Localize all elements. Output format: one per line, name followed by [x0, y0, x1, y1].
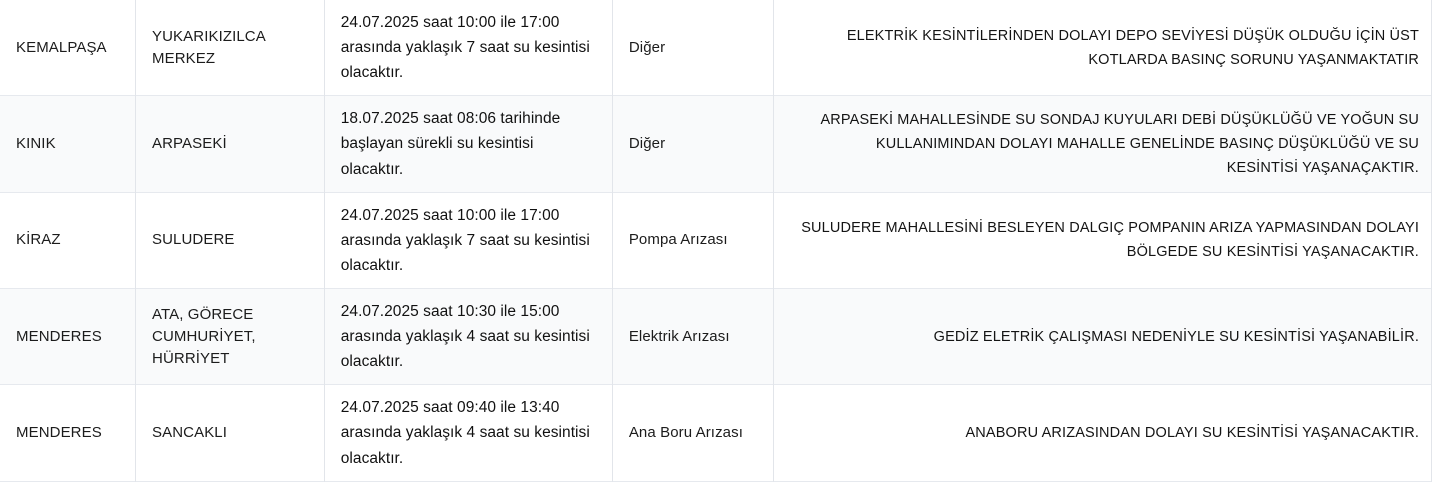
cell-description: ANABORU ARIZASINDAN DOLAYI SU KESİNTİSİ … [773, 384, 1432, 482]
cell-reason: Ana Boru Arızası [612, 384, 775, 482]
cell-reason: Elektrik Arızası [612, 288, 775, 385]
cell-description: ELEKTRİK KESİNTİLERİNDEN DOLAYI DEPO SEV… [773, 0, 1432, 96]
cell-district: KEMALPAŞA [0, 0, 137, 96]
cell-description: GEDİZ ELETRİK ÇALIŞMASI NEDENİYLE SU KES… [773, 288, 1432, 385]
cell-reason: Diğer [612, 95, 775, 193]
cell-neighborhood: SANCAKLI [135, 384, 325, 482]
cell-district: MENDERES [0, 384, 137, 482]
cell-neighborhood: YUKARIKIZILCA MERKEZ [135, 0, 325, 96]
table-row[interactable]: MENDERES SANCAKLI 24.07.2025 saat 09:40 … [0, 384, 1432, 482]
table-row[interactable]: KİRAZ SULUDERE 24.07.2025 saat 10:00 ile… [0, 192, 1432, 289]
cell-description: SULUDERE MAHALLESİNİ BESLEYEN DALGIÇ POM… [773, 192, 1432, 289]
cell-reason: Pompa Arızası [612, 192, 775, 289]
cell-outage-time: 18.07.2025 saat 08:06 tarihinde başlayan… [324, 95, 613, 193]
cell-district: MENDERES [0, 288, 137, 385]
cell-outage-time: 24.07.2025 saat 10:00 ile 17:00 arasında… [324, 192, 613, 289]
cell-reason: Diğer [612, 0, 775, 96]
table-row[interactable]: MENDERES ATA, GÖRECE CUMHURİYET, HÜRRİYE… [0, 288, 1432, 385]
table-row[interactable]: KEMALPAŞA YUKARIKIZILCA MERKEZ 24.07.202… [0, 0, 1432, 96]
cell-outage-time: 24.07.2025 saat 10:00 ile 17:00 arasında… [324, 0, 613, 96]
cell-neighborhood: ARPASEKİ [135, 95, 325, 193]
cell-neighborhood: SULUDERE [135, 192, 325, 289]
cell-district: KİRAZ [0, 192, 137, 289]
cell-outage-time: 24.07.2025 saat 10:30 ile 15:00 arasında… [324, 288, 613, 385]
cell-outage-time: 24.07.2025 saat 09:40 ile 13:40 arasında… [324, 384, 613, 482]
cell-description: ARPASEKİ MAHALLESİNDE SU SONDAJ KUYULARI… [773, 95, 1432, 193]
table-row[interactable]: KINIK ARPASEKİ 18.07.2025 saat 08:06 tar… [0, 95, 1432, 193]
cell-district: KINIK [0, 95, 137, 193]
cell-neighborhood: ATA, GÖRECE CUMHURİYET, HÜRRİYET [135, 288, 325, 385]
